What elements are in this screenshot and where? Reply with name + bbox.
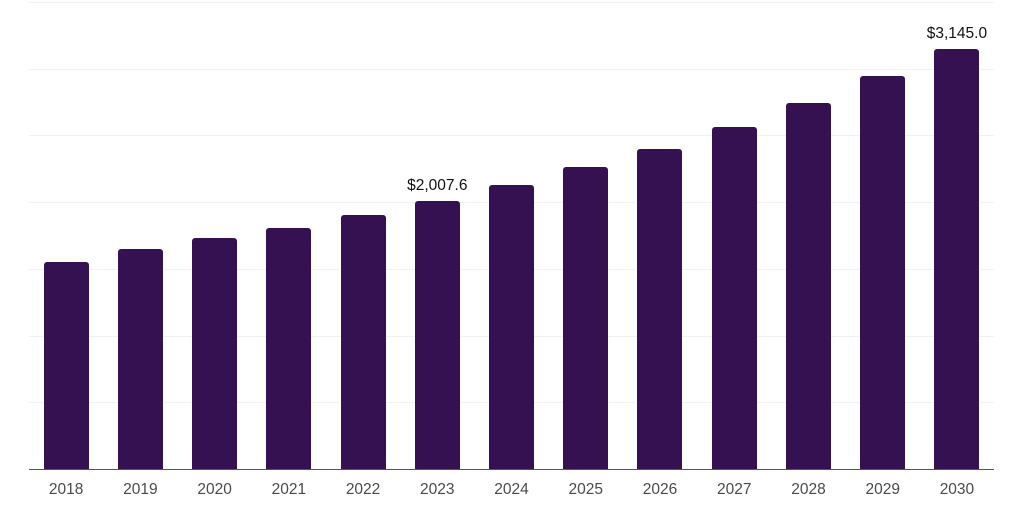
bar-column-2021 [252,2,326,469]
bar-2030: $3,145.0 [927,25,987,469]
bar-value-label-2030: $3,145.0 [926,25,988,43]
x-tick-label-2026: 2026 [642,481,678,498]
x-axis: 2018 2019 2020 2021 2022 2023 2024 2025 2026 2027… [29,481,994,499]
bar-2024 [489,184,535,469]
bar-2029 [860,76,906,469]
gridline [29,68,994,70]
x-tick-label-2024: 2024 [494,481,529,498]
x-tick-label-2018: 2018 [48,481,84,498]
plot-area: $2,007.6 $3,145.0 [29,2,994,470]
bar-2020 [192,237,238,469]
bar-value-label-2023: $2,007.6 [407,177,468,195]
bar-2025 [563,167,609,469]
bars: $2,007.6 $3,145.0 [29,2,994,469]
bar-2023: $2,007.6 [407,177,467,469]
x-tick-label-2029: 2029 [865,481,900,498]
bar-column-2027 [697,2,771,469]
bar-2027 [711,126,757,469]
bar-column-2026 [623,2,697,469]
x-tick-label-2027: 2027 [716,481,752,498]
gridline [29,135,994,137]
x-tick-label-2023: 2023 [420,481,455,498]
bar-2026 [637,148,683,469]
x-tick-label-2030: 2030 [939,481,975,498]
x-tick-label-2022: 2022 [345,481,381,498]
bar-column-2028 [771,2,845,469]
bar-column-2023: $2,007.6 [400,2,474,469]
gridline [29,2,994,3]
bar-2021 [266,227,312,469]
bar-column-2020 [177,2,251,469]
bar-column-2019 [103,2,177,469]
bar-2019 [117,248,163,469]
bar-column-2025 [549,2,623,469]
x-tick-label-2021: 2021 [271,481,307,498]
bar-column-2018 [29,2,103,469]
bar-column-2029 [846,2,920,469]
bar-column-2024 [474,2,548,469]
bar-2028 [785,102,831,469]
bar-column-2030: $3,145.0 [920,2,994,469]
bar-column-2022 [326,2,400,469]
bar-2018 [43,261,89,469]
bar-2022 [340,214,386,469]
x-tick-label-2025: 2025 [568,481,603,498]
x-tick-label-2028: 2028 [791,481,826,498]
x-tick-label-2020: 2020 [197,481,232,498]
x-tick-label-2019: 2019 [123,481,158,498]
